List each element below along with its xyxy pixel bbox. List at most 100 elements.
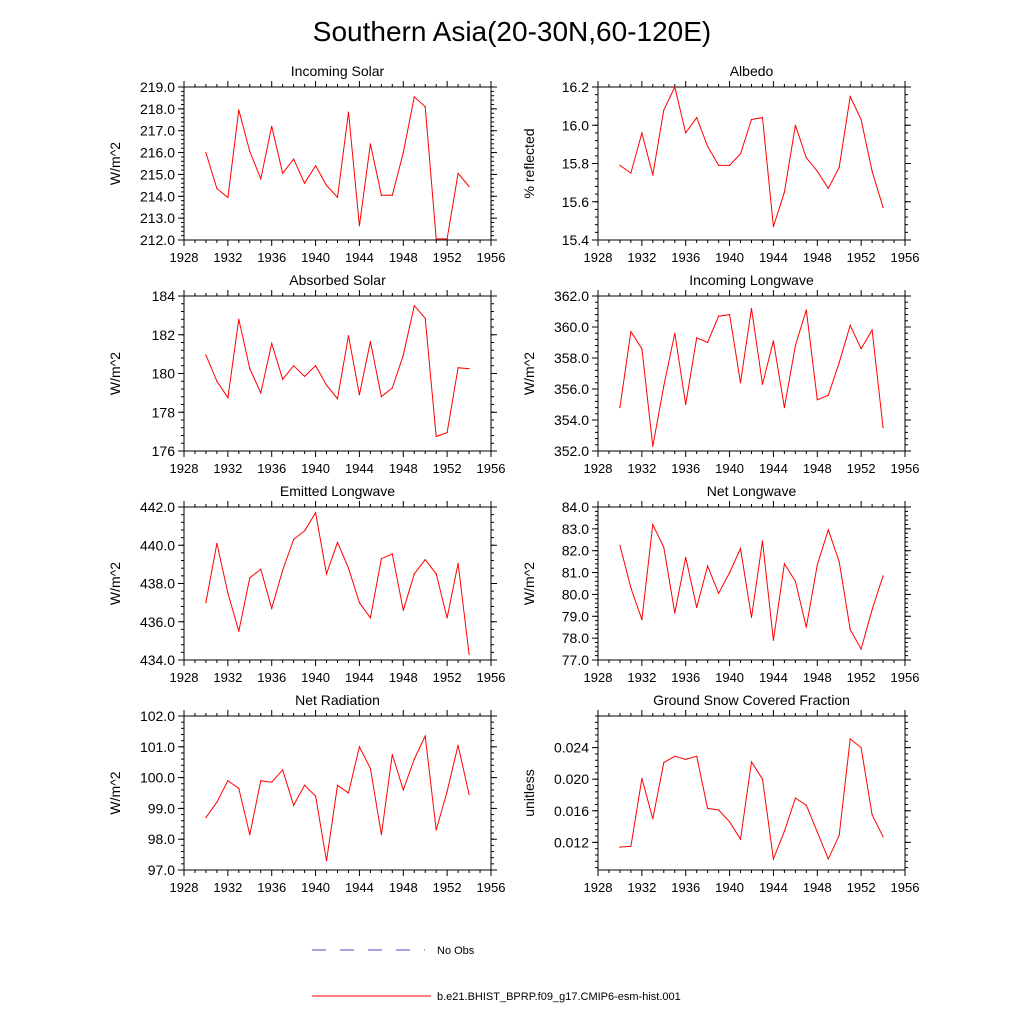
- data-point: [882, 206, 884, 209]
- data-point: [860, 648, 862, 650]
- data-point: [216, 801, 218, 803]
- data-point: [391, 753, 393, 756]
- data-point: [641, 348, 643, 350]
- data-point: [827, 529, 829, 531]
- data-point: [358, 225, 360, 227]
- data-point: [238, 787, 240, 790]
- x-tick-label: 1944: [759, 880, 788, 895]
- x-tick-label: 1928: [584, 461, 613, 476]
- data-point: [772, 226, 775, 228]
- y-tick-label: 176: [152, 443, 176, 459]
- y-tick-label: 215.0: [140, 166, 175, 182]
- y-tick-label: 99.0: [148, 800, 175, 816]
- data-point: [304, 182, 306, 184]
- data-point: [446, 790, 448, 793]
- x-tick-label: 1940: [715, 880, 744, 895]
- x-tick-label: 1952: [433, 880, 462, 895]
- y-tick-label: 354.0: [554, 412, 589, 428]
- x-tick-label: 1944: [345, 670, 374, 685]
- y-tick-label: 218.0: [140, 101, 175, 117]
- data-point: [663, 385, 665, 387]
- data-point: [761, 540, 764, 542]
- y-tick-label: 80.0: [562, 586, 589, 602]
- data-point: [336, 196, 339, 198]
- data-point: [805, 626, 807, 628]
- x-tick-label: 1944: [345, 461, 374, 476]
- data-point: [882, 836, 884, 838]
- x-tick-label: 1956: [891, 670, 920, 685]
- y-tick-label: 81.0: [562, 565, 589, 581]
- x-tick-label: 1952: [433, 670, 462, 685]
- data-point: [685, 758, 687, 761]
- y-tick-label: 83.0: [562, 521, 589, 537]
- x-tick-label: 1932: [627, 250, 656, 265]
- data-point: [663, 762, 665, 764]
- data-point: [260, 178, 262, 180]
- x-tick-label: 1932: [213, 880, 242, 895]
- data-point: [750, 118, 753, 121]
- y-tick-label: 15.6: [562, 194, 589, 210]
- x-tick-label: 1936: [671, 250, 700, 265]
- y-tick-label: 15.4: [562, 232, 589, 248]
- y-axis-label: W/m^2: [107, 142, 123, 185]
- data-point: [402, 354, 404, 356]
- data-point: [652, 445, 654, 447]
- data-point: [739, 547, 742, 550]
- data-point: [260, 568, 262, 570]
- x-tick-label: 1948: [389, 461, 418, 476]
- data-point: [205, 152, 207, 154]
- data-point: [739, 838, 742, 840]
- x-tick-label: 1928: [584, 880, 613, 895]
- data-point: [336, 398, 339, 400]
- data-point: [652, 523, 654, 526]
- data-point: [630, 172, 632, 174]
- data-point: [838, 362, 840, 364]
- data-point: [293, 804, 295, 806]
- data-point: [674, 332, 676, 334]
- x-tick-label: 1932: [627, 880, 656, 895]
- data-point: [315, 165, 317, 167]
- data-point: [260, 392, 262, 394]
- data-point: [413, 573, 415, 575]
- y-tick-label: 97.0: [148, 862, 175, 878]
- y-tick-label: 101.0: [140, 739, 175, 755]
- y-tick-label: 178: [152, 404, 176, 420]
- y-tick-label: 434.0: [140, 652, 175, 668]
- x-tick-label: 1944: [759, 461, 788, 476]
- data-point: [729, 572, 731, 574]
- data-point: [282, 172, 284, 174]
- y-tick-label: 16.2: [562, 79, 589, 95]
- y-tick-label: 15.8: [562, 156, 589, 172]
- panel-6: Net Longwave W/m^2 1928 1932 1936 1940 1944 194…: [521, 483, 919, 685]
- data-point: [772, 858, 775, 860]
- panel-title: Net Longwave: [707, 483, 797, 499]
- data-point: [249, 150, 251, 153]
- y-tick-label: 0.020: [554, 771, 589, 787]
- data-point: [685, 556, 687, 558]
- x-tick-label: 1940: [301, 461, 330, 476]
- panel-title: Albedo: [730, 63, 774, 79]
- data-point: [630, 331, 632, 333]
- series-line: [205, 95, 470, 240]
- data-point: [696, 606, 698, 609]
- data-point: [358, 602, 360, 604]
- data-point: [282, 769, 284, 771]
- y-tick-label: 0.012: [554, 834, 589, 850]
- data-point: [413, 758, 415, 760]
- data-point: [871, 329, 873, 331]
- data-point: [729, 821, 731, 823]
- x-tick-label: 1928: [170, 250, 199, 265]
- data-point: [696, 337, 698, 339]
- data-point: [871, 170, 873, 172]
- data-point: [216, 542, 218, 544]
- x-tick-label: 1956: [891, 880, 920, 895]
- panel-title: Incoming Solar: [291, 63, 385, 79]
- data-point: [205, 817, 207, 819]
- data-point: [325, 573, 328, 575]
- data-point: [457, 562, 459, 565]
- data-point: [391, 553, 393, 555]
- y-axis-label: unitless: [521, 769, 537, 816]
- data-point: [729, 164, 731, 166]
- x-tick-label: 1940: [715, 670, 744, 685]
- y-tick-label: 100.0: [140, 770, 175, 786]
